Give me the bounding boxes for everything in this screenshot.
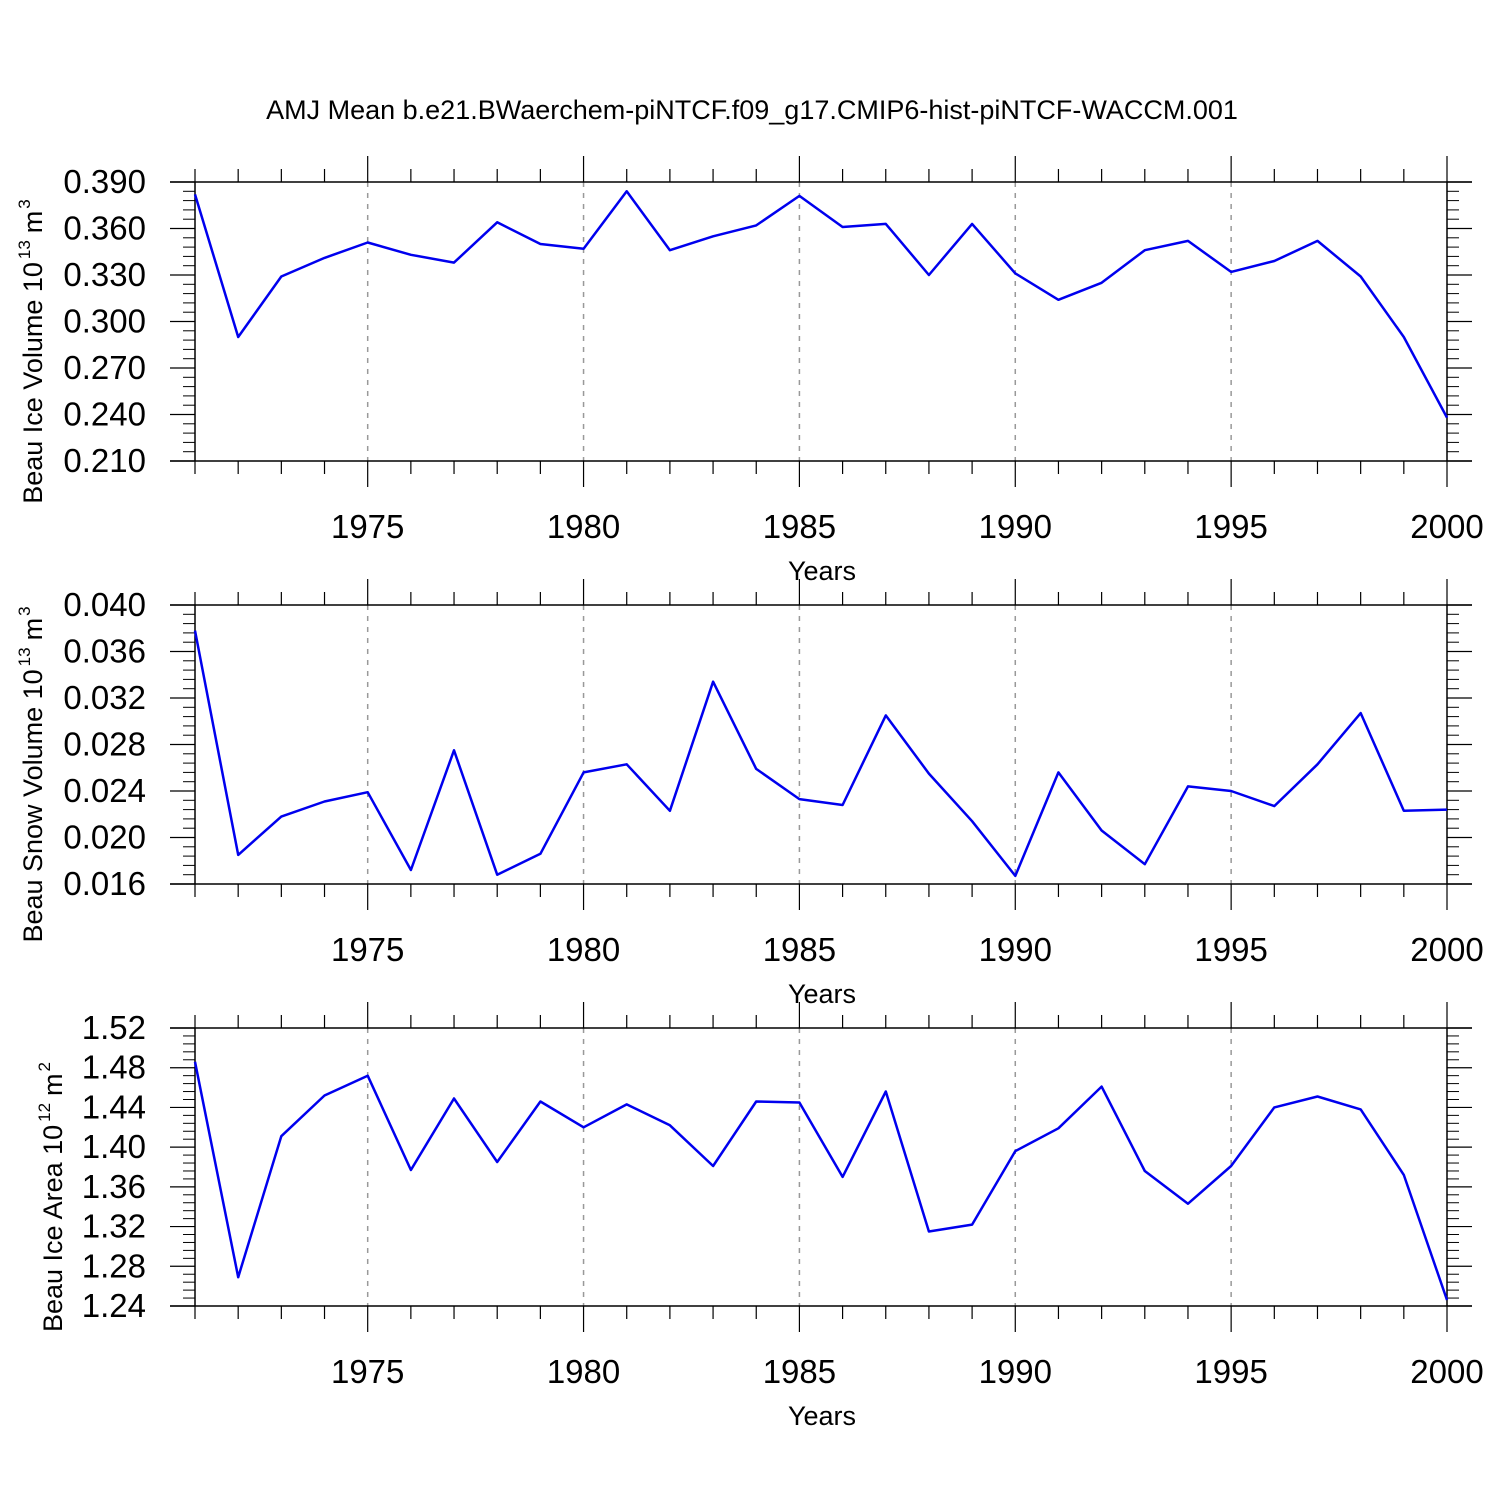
x-axis-label: Years bbox=[788, 979, 856, 1009]
y-tick-label: 0.360 bbox=[63, 210, 146, 247]
y-tick-label: 0.024 bbox=[63, 772, 146, 809]
y-tick-label: 0.020 bbox=[63, 819, 146, 856]
y-tick-label: 0.330 bbox=[63, 256, 146, 293]
x-tick-label: 1975 bbox=[331, 508, 404, 545]
x-axis-label: Years bbox=[788, 1401, 856, 1431]
x-tick-label: 2000 bbox=[1410, 931, 1483, 968]
y-axis-label: Beau Snow Volume 1013m3 bbox=[15, 606, 48, 942]
panel-1: 0.210 0.240 0.270 0.300 0.330 0.360 0.390 1975 1… bbox=[15, 156, 1484, 586]
series-line bbox=[193, 1061, 1449, 1301]
y-tick-label: 1.24 bbox=[82, 1287, 146, 1324]
x-tick-label: 1985 bbox=[763, 1353, 836, 1390]
y-tick-label: 0.036 bbox=[63, 633, 146, 670]
x-tick-label: 2000 bbox=[1410, 1353, 1483, 1390]
chart-title: AMJ Mean b.e21.BWaerchem-piNTCF.f09_g17.… bbox=[266, 95, 1238, 125]
x-tick-label: 1995 bbox=[1194, 508, 1267, 545]
x-tick-label: 1985 bbox=[763, 508, 836, 545]
x-tick-label: 1990 bbox=[979, 1353, 1052, 1390]
y-tick-label: 0.240 bbox=[63, 396, 146, 433]
y-tick-label: 0.032 bbox=[63, 679, 146, 716]
x-tick-label: 1980 bbox=[547, 508, 620, 545]
y-axis-label: Beau Ice Area 1012m2 bbox=[35, 1062, 68, 1332]
y-tick-label: 0.040 bbox=[63, 586, 146, 623]
y-tick-label: 1.40 bbox=[82, 1128, 146, 1165]
y-tick-label: 0.270 bbox=[63, 349, 146, 386]
x-tick-label: 2000 bbox=[1410, 508, 1483, 545]
x-tick-label: 1980 bbox=[547, 1353, 620, 1390]
x-tick-label: 1990 bbox=[979, 508, 1052, 545]
x-tick-label: 1980 bbox=[547, 931, 620, 968]
x-tick-label: 1995 bbox=[1194, 931, 1267, 968]
y-axis-label: Beau Ice Volume 1013m3 bbox=[15, 199, 48, 504]
x-axis-label: Years bbox=[788, 556, 856, 586]
panel-2: 0.016 0.020 0.024 0.028 0.032 0.036 0.040 1975 1… bbox=[15, 579, 1484, 1009]
y-tick-label: 1.48 bbox=[82, 1049, 146, 1086]
y-tick-label: 0.390 bbox=[63, 163, 146, 200]
y-tick-label: 0.300 bbox=[63, 303, 146, 340]
y-tick-label: 0.028 bbox=[63, 726, 146, 763]
x-tick-label: 1975 bbox=[331, 1353, 404, 1390]
series-line bbox=[193, 190, 1449, 419]
y-tick-label: 1.44 bbox=[82, 1088, 146, 1125]
y-tick-label: 0.210 bbox=[63, 442, 146, 479]
y-tick-label: 1.52 bbox=[82, 1009, 146, 1046]
y-tick-label: 0.016 bbox=[63, 865, 146, 902]
series-line bbox=[193, 630, 1448, 878]
y-tick-label: 1.32 bbox=[82, 1208, 146, 1245]
x-tick-label: 1990 bbox=[979, 931, 1052, 968]
y-tick-label: 1.36 bbox=[82, 1168, 146, 1205]
x-tick-label: 1995 bbox=[1194, 1353, 1267, 1390]
x-tick-label: 1975 bbox=[331, 931, 404, 968]
y-tick-label: 1.28 bbox=[82, 1247, 146, 1284]
x-tick-label: 1985 bbox=[763, 931, 836, 968]
panel-3: 1.241.281.321.361.401.441.481.52 1975 1980… bbox=[35, 1002, 1484, 1431]
